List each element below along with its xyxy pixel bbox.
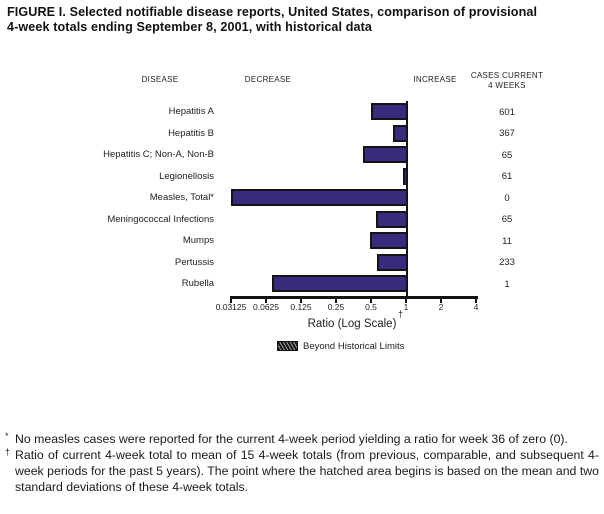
- disease-label: Hepatitis B: [168, 127, 214, 139]
- axis-footnote-marker: †: [398, 309, 404, 319]
- legend-label: Beyond Historical Limits: [303, 341, 405, 352]
- x-axis-tick: [265, 298, 267, 303]
- hatched-swatch-icon: [277, 341, 298, 351]
- ratio-bar: [271, 275, 408, 292]
- column-header-decrease: DECREASE: [244, 75, 292, 84]
- ratio-bar: [363, 146, 408, 163]
- ratio-bar: [393, 124, 408, 142]
- ratio-bar: [402, 167, 408, 185]
- x-axis-tick-label: 0.03125: [215, 302, 247, 312]
- x-axis-tick: [475, 298, 477, 303]
- cases-value: 1: [504, 278, 510, 290]
- x-axis-tick-label: 0.0625: [253, 302, 279, 312]
- ratio-bar: [369, 232, 408, 249]
- x-axis-tick-label: 1: [403, 302, 409, 312]
- x-axis-tick: [230, 298, 232, 303]
- ratio-bar: [231, 189, 408, 206]
- column-header-cases-line2: 4 WEEKS: [488, 81, 526, 90]
- ratio-bar: [376, 253, 408, 271]
- x-axis-tick-label: 0.125: [290, 302, 312, 312]
- ratio-bar: [375, 210, 408, 228]
- x-axis-tick: [300, 298, 302, 303]
- disease-label: Pertussis: [174, 256, 214, 268]
- footnote-text: Ratio of current 4-week total to mean of…: [15, 448, 599, 494]
- x-axis-tick: [370, 298, 372, 303]
- column-header-increase: INCREASE: [413, 75, 457, 84]
- disease-label: Hepatitis C; Non-A, Non-B: [103, 149, 214, 160]
- x-axis-tick-label: 4: [473, 302, 479, 312]
- cases-value: 65: [501, 149, 513, 161]
- disease-label: Mumps: [182, 235, 214, 246]
- footnote-measles: * No measles cases were reported for the…: [5, 431, 599, 447]
- footnote-marker-asterisk: *: [5, 431, 9, 441]
- x-axis-tick: [405, 298, 407, 303]
- disease-label: Meningococcal Infections: [107, 213, 214, 225]
- x-axis-tick: [335, 298, 337, 303]
- ratio-bar: [371, 103, 408, 120]
- disease-label: Rubella: [181, 278, 214, 289]
- disease-label: Legionellosis: [159, 170, 214, 182]
- footnote-text: No measles cases were reported for the c…: [15, 432, 568, 446]
- x-axis-tick: [440, 298, 442, 303]
- cases-value: 61: [501, 171, 513, 182]
- footnote-ratio: † Ratio of current 4-week total to mean …: [5, 447, 599, 495]
- column-header-disease: DISEASE: [141, 75, 179, 84]
- disease-label: Measles, Total*: [149, 192, 214, 203]
- cases-value: 11: [502, 235, 512, 247]
- figure-title: FIGURE I. Selected notifiable disease re…: [7, 5, 538, 34]
- x-axis-tick-label: 0.5: [365, 302, 377, 312]
- cases-value: 601: [499, 106, 515, 118]
- bar-chart: Hepatitis A 601 Hepatitis B 367 Hepatitis C;…: [103, 101, 515, 352]
- column-header-cases-line1: CASES CURRENT: [470, 71, 544, 80]
- x-axis-tick-label: 0.25: [327, 302, 345, 312]
- x-axis-title: Ratio (Log Scale): [307, 318, 397, 330]
- x-axis-line: [230, 296, 478, 299]
- cases-value: 233: [499, 257, 515, 268]
- footnotes: * No measles cases were reported for the…: [5, 431, 599, 495]
- disease-label: Hepatitis A: [168, 106, 214, 117]
- cases-value: 65: [501, 214, 513, 225]
- x-axis-tick-label: 2: [438, 302, 444, 312]
- cases-value: 0: [504, 192, 510, 204]
- footnote-marker-dagger: †: [5, 447, 11, 457]
- cases-value: 367: [499, 128, 515, 139]
